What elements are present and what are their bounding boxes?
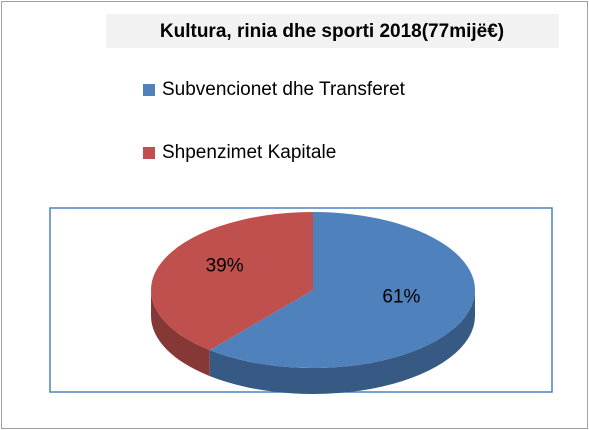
- legend-label: Shpenzimet Kapitale: [162, 142, 336, 163]
- data-label: 39%: [206, 256, 244, 277]
- legend-label: Subvencionet dhe Transferet: [162, 79, 406, 100]
- chart-title: Kultura, rinia dhe sporti 2018(77mijë€): [160, 21, 504, 42]
- slice-side: [209, 290, 476, 395]
- title-box: [106, 14, 559, 48]
- legend-swatch: [143, 147, 155, 159]
- slice: [151, 212, 313, 351]
- legend-swatch: [143, 84, 155, 96]
- slice: [209, 212, 476, 368]
- slice-side: [151, 290, 210, 377]
- data-label: 61%: [382, 286, 420, 307]
